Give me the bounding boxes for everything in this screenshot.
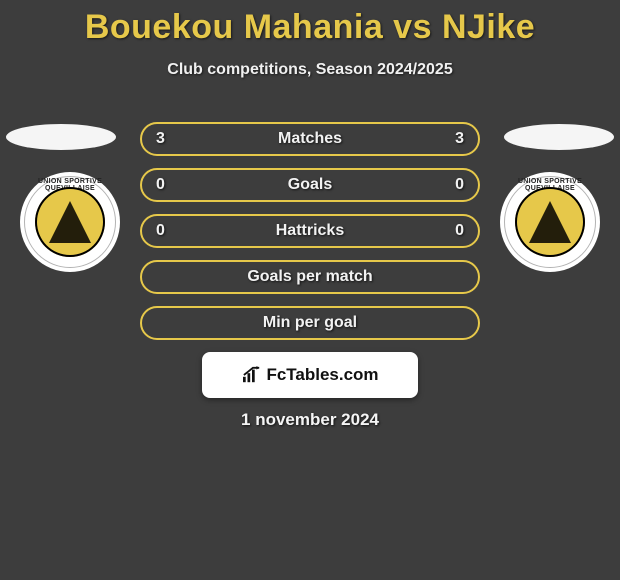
stat-row: 0 Hattricks 0 bbox=[140, 214, 480, 248]
stat-label: Min per goal bbox=[142, 314, 478, 332]
page-title: Bouekou Mahania vs NJike bbox=[0, 0, 620, 47]
badge-crest-icon bbox=[515, 187, 585, 257]
stat-row: Goals per match bbox=[140, 260, 480, 294]
right-club-badge: UNION SPORTIVE QUEVILLAISE bbox=[500, 172, 600, 272]
stat-right-value: 0 bbox=[455, 222, 464, 240]
stat-left-value: 0 bbox=[156, 176, 165, 194]
right-flag-placeholder bbox=[504, 124, 614, 150]
credit-badge: FcTables.com bbox=[202, 352, 418, 398]
page-subtitle: Club competitions, Season 2024/2025 bbox=[0, 61, 620, 79]
stat-right-value: 3 bbox=[455, 130, 464, 148]
badge-crest-icon bbox=[35, 187, 105, 257]
date-label: 1 november 2024 bbox=[0, 410, 620, 430]
stat-left-value: 3 bbox=[156, 130, 165, 148]
credit-text: FcTables.com bbox=[266, 365, 378, 385]
left-flag-placeholder bbox=[6, 124, 116, 150]
chart-icon bbox=[241, 366, 263, 384]
comparison-bars: 3 Matches 3 0 Goals 0 0 Hattricks 0 Goal… bbox=[140, 122, 480, 352]
stat-label: Hattricks bbox=[142, 222, 478, 240]
stat-left-value: 0 bbox=[156, 222, 165, 240]
stat-right-value: 0 bbox=[455, 176, 464, 194]
stat-row: 0 Goals 0 bbox=[140, 168, 480, 202]
left-club-badge: UNION SPORTIVE QUEVILLAISE bbox=[20, 172, 120, 272]
stat-row: Min per goal bbox=[140, 306, 480, 340]
stat-row: 3 Matches 3 bbox=[140, 122, 480, 156]
stat-label: Goals bbox=[142, 176, 478, 194]
stat-label: Matches bbox=[142, 130, 478, 148]
stat-label: Goals per match bbox=[142, 268, 478, 286]
